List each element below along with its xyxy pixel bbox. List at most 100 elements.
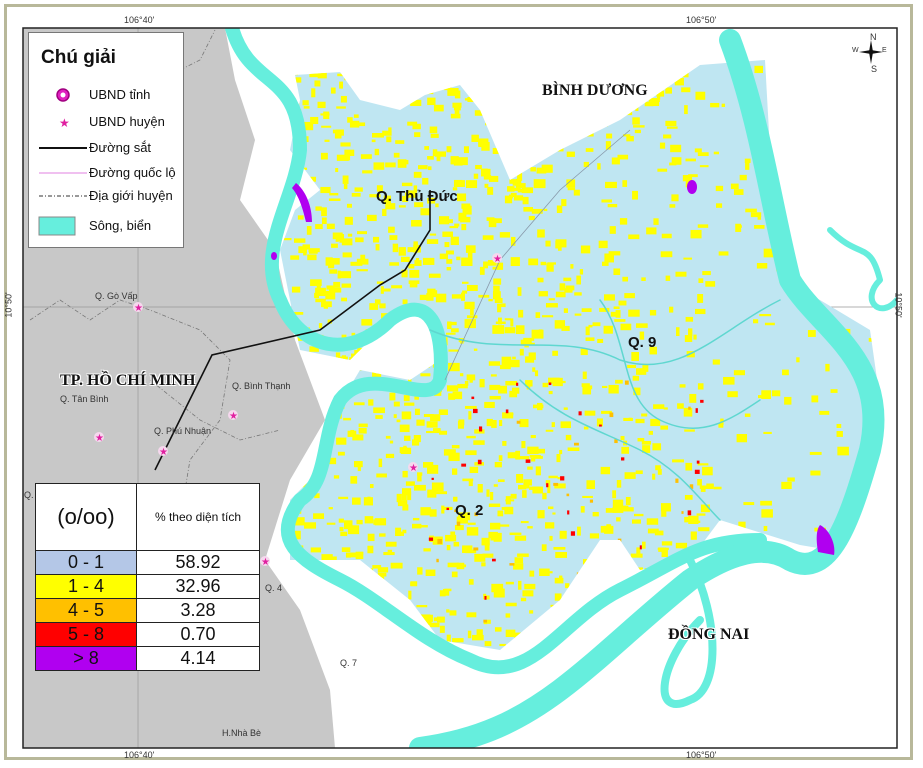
salinity-1-4-cell bbox=[548, 377, 560, 384]
salinity-1-4-cell bbox=[340, 271, 352, 279]
salinity-1-4-cell bbox=[713, 486, 722, 490]
salinity-1-4-cell bbox=[391, 285, 403, 289]
salinity-1-4-cell bbox=[385, 453, 395, 459]
salinity-1-4-cell bbox=[297, 215, 304, 220]
salinity-1-4-cell bbox=[429, 509, 437, 517]
salinity-1-4-cell bbox=[304, 136, 309, 143]
salinity-1-4-cell bbox=[609, 226, 616, 234]
salinity-1-4-cell bbox=[727, 391, 738, 398]
salinity-1-4-cell bbox=[760, 500, 772, 506]
salinity-1-4-cell bbox=[641, 413, 648, 417]
salinity-1-4-cell bbox=[736, 434, 748, 443]
salinity-1-4-cell bbox=[341, 238, 353, 246]
salinity-1-4-cell bbox=[337, 270, 341, 279]
compass-n: N bbox=[870, 32, 877, 42]
salinity-1-4-cell bbox=[505, 629, 516, 638]
salinity-1-4-cell bbox=[450, 321, 457, 326]
salinity-1-4-cell bbox=[545, 480, 551, 485]
salinity-1-4-cell bbox=[657, 168, 668, 172]
class-range: 0 - 1 bbox=[35, 550, 137, 575]
salinity-1-4-cell bbox=[388, 226, 395, 233]
salinity-1-4-cell bbox=[374, 148, 380, 156]
salinity-1-4-cell bbox=[358, 551, 364, 555]
salinity-over-8-patch bbox=[271, 252, 277, 260]
salinity-1-4-cell bbox=[627, 364, 636, 369]
salinity-1-4-cell bbox=[466, 527, 479, 536]
salinity-high-cell bbox=[473, 547, 479, 551]
salinity-high-cell bbox=[639, 545, 642, 550]
salinity-1-4-cell bbox=[596, 418, 603, 427]
salinity-1-4-cell bbox=[502, 412, 514, 419]
salinity-1-4-cell bbox=[519, 419, 529, 428]
salinity-1-4-cell bbox=[566, 179, 576, 188]
salinity-1-4-cell bbox=[462, 281, 469, 284]
salinity-1-4-cell bbox=[556, 205, 563, 214]
salinity-1-4-cell bbox=[373, 407, 385, 414]
legend-item: Đường sắt bbox=[29, 139, 185, 157]
salinity-1-4-cell bbox=[427, 288, 436, 297]
salinity-1-4-cell bbox=[582, 371, 587, 380]
salinity-1-4-cell bbox=[532, 367, 536, 372]
salinity-1-4-cell bbox=[389, 262, 399, 266]
salinity-high-cell bbox=[492, 558, 496, 562]
salinity-1-4-cell bbox=[671, 194, 679, 202]
salinity-1-4-cell bbox=[810, 470, 821, 476]
salinity-1-4-cell bbox=[404, 435, 411, 441]
salinity-1-4-cell bbox=[560, 421, 571, 429]
salinity-1-4-cell bbox=[684, 429, 695, 432]
salinity-1-4-cell bbox=[630, 553, 643, 558]
salinity-1-4-cell bbox=[368, 399, 374, 406]
class-percent: 58.92 bbox=[136, 550, 260, 575]
salinity-1-4-cell bbox=[581, 383, 590, 387]
salinity-1-4-cell bbox=[347, 525, 360, 535]
salinity-1-4-cell bbox=[429, 622, 440, 628]
salinity-1-4-cell bbox=[407, 121, 418, 126]
salinity-high-cell bbox=[696, 460, 700, 464]
salinity-1-4-cell bbox=[349, 120, 360, 128]
salinity-1-4-cell bbox=[486, 489, 490, 497]
salinity-1-4-cell bbox=[764, 322, 775, 326]
salinity-1-4-cell bbox=[617, 154, 629, 160]
salinity-1-4-cell bbox=[433, 428, 441, 434]
salinity-1-4-cell bbox=[514, 535, 527, 541]
salinity-1-4-cell bbox=[306, 226, 312, 235]
salinity-1-4-cell bbox=[321, 125, 332, 128]
salinity-1-4-cell bbox=[548, 298, 555, 301]
district-office-star-icon: ★ bbox=[95, 433, 104, 444]
salinity-1-4-cell bbox=[602, 261, 609, 266]
salinity-1-4-cell bbox=[585, 385, 593, 390]
salinity-1-4-cell bbox=[509, 179, 522, 184]
salinity-1-4-cell bbox=[653, 404, 665, 409]
salinity-1-4-cell bbox=[398, 247, 406, 256]
salinity-1-4-cell bbox=[523, 337, 535, 341]
salinity-1-4-cell bbox=[443, 449, 456, 456]
salinity-1-4-cell bbox=[405, 481, 415, 486]
salinity-1-4-cell bbox=[620, 435, 625, 441]
salinity-1-4-cell bbox=[467, 522, 476, 525]
salinity-1-4-cell bbox=[402, 504, 409, 511]
salinity-1-4-cell bbox=[608, 251, 621, 256]
salinity-1-4-cell bbox=[683, 407, 693, 417]
salinity-1-4-cell bbox=[702, 466, 713, 476]
salinity-1-4-cell bbox=[408, 590, 412, 600]
railway-line-icon bbox=[39, 147, 87, 149]
salinity-1-4-cell bbox=[402, 488, 412, 496]
salinity-1-4-cell bbox=[612, 499, 624, 508]
salinity-1-4-cell bbox=[505, 602, 517, 607]
salinity-high-cell bbox=[553, 482, 559, 486]
salinity-1-4-cell bbox=[479, 378, 485, 388]
class-range: 1 - 4 bbox=[35, 574, 137, 599]
salinity-1-4-cell bbox=[497, 317, 502, 325]
salinity-1-4-cell bbox=[411, 220, 422, 227]
salinity-1-4-cell bbox=[367, 545, 374, 554]
salinity-1-4-cell bbox=[462, 478, 474, 482]
salinity-1-4-cell bbox=[320, 152, 328, 160]
salinity-1-4-cell bbox=[611, 157, 620, 165]
salinity-1-4-cell bbox=[623, 181, 627, 184]
salinity-1-4-cell bbox=[383, 195, 392, 205]
salinity-1-4-cell bbox=[563, 277, 572, 282]
salinity-1-4-cell bbox=[494, 627, 502, 632]
salinity-1-4-cell bbox=[450, 156, 459, 165]
salinity-1-4-cell bbox=[582, 386, 592, 395]
salinity-1-4-cell bbox=[699, 165, 709, 168]
